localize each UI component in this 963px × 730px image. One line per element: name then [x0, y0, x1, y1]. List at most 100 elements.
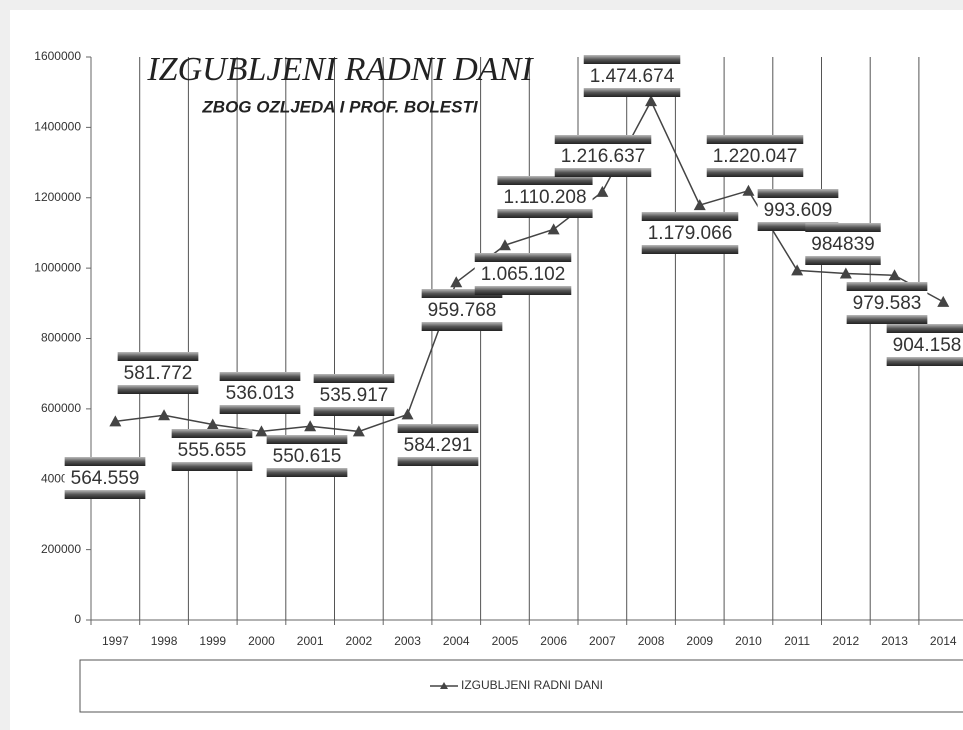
data-label: 1.179.066	[648, 223, 733, 244]
data-label-bar	[757, 189, 839, 198]
data-label: 1.220.047	[713, 146, 798, 167]
data-label-bar	[397, 424, 479, 433]
data-label-bar	[219, 372, 301, 381]
data-point	[304, 420, 317, 432]
data-label: 1.110.208	[503, 187, 586, 208]
data-label-bar	[583, 88, 681, 97]
data-label-box	[706, 144, 804, 168]
data-label: 535.917	[320, 385, 389, 406]
y-tick-label: 200000	[41, 542, 81, 556]
data-label-bar	[64, 490, 146, 499]
data-label: 959.768	[428, 300, 497, 321]
x-tick-label: 2007	[589, 634, 616, 648]
x-tick-label: 2009	[686, 634, 713, 648]
data-label-box	[554, 144, 652, 168]
data-label-box	[117, 361, 199, 385]
data-point	[547, 223, 560, 235]
data-point	[888, 269, 901, 281]
y-tick-label: 1600000	[34, 49, 81, 63]
data-label-bar	[421, 289, 503, 298]
data-label-box	[583, 64, 681, 88]
data-point	[206, 418, 219, 430]
data-label: 984839	[811, 234, 874, 255]
data-point	[839, 267, 852, 279]
data-label-bar	[219, 405, 301, 414]
data-point	[596, 185, 609, 197]
data-label-bar	[117, 352, 199, 361]
x-tick-label: 2008	[638, 634, 665, 648]
data-label: 581.772	[124, 363, 193, 384]
x-tick-label: 2012	[832, 634, 859, 648]
data-label-bar	[266, 435, 348, 444]
x-tick-label: 2003	[394, 634, 421, 648]
data-label-bar	[706, 168, 804, 177]
data-point	[498, 239, 511, 251]
x-tick-label: 2013	[881, 634, 908, 648]
data-point	[352, 425, 365, 437]
data-label-bar	[846, 282, 928, 291]
y-tick-label: 600000	[41, 401, 81, 415]
data-label-bar	[313, 374, 395, 383]
x-tick-label: 1998	[151, 634, 178, 648]
data-point	[791, 264, 804, 276]
legend-marker	[440, 682, 448, 689]
data-label-bar	[117, 385, 199, 394]
data-label-bar	[805, 223, 881, 232]
data-point	[693, 199, 706, 211]
y-tick-label: 800000	[41, 331, 81, 345]
data-label-bar	[641, 245, 739, 254]
x-tick-label: 2005	[492, 634, 519, 648]
data-label-box	[497, 185, 593, 209]
data-point	[109, 415, 122, 427]
data-label-box	[64, 466, 146, 490]
legend-box	[79, 659, 963, 713]
data-label-box	[171, 438, 253, 462]
data-label-bar	[497, 209, 593, 218]
data-label-bar	[886, 357, 963, 366]
data-label-bar	[171, 462, 253, 471]
data-point	[937, 295, 950, 307]
data-label-bar	[886, 324, 963, 333]
data-label: 1.216.637	[561, 146, 646, 167]
data-point	[742, 184, 755, 196]
data-label-box	[641, 221, 739, 245]
data-label-box	[846, 291, 928, 315]
chart-subtitle: ZBOG OZLJEDA I PROF. BOLESTI	[201, 97, 478, 116]
data-label-bar	[266, 468, 348, 477]
x-tick-label: 2006	[540, 634, 567, 648]
data-label: 536.013	[226, 383, 295, 404]
chart-title: IZGUBLJENI RADNI DANI	[146, 51, 534, 88]
data-label-bar	[474, 286, 572, 295]
data-label-bar	[397, 457, 479, 466]
data-label: 564.559	[71, 468, 140, 489]
data-point	[645, 95, 658, 107]
legend-label: IZGUBLJENI RADNI DANI	[461, 678, 603, 692]
data-label-bar	[313, 407, 395, 416]
data-label-bar	[583, 55, 681, 64]
data-point	[450, 276, 463, 288]
y-tick-label: 1400000	[34, 120, 81, 134]
data-point	[158, 409, 171, 421]
data-label: 550.615	[273, 446, 342, 467]
data-label-bar	[706, 135, 804, 144]
data-label: 584.291	[404, 435, 473, 456]
data-label-bar	[421, 322, 503, 331]
data-label-bar	[805, 256, 881, 265]
data-label-box	[805, 232, 881, 256]
x-tick-label: 2004	[443, 634, 470, 648]
data-label: 993.609	[764, 200, 833, 221]
data-label-bar	[554, 168, 652, 177]
data-label-box	[421, 298, 503, 322]
data-label-box	[266, 444, 348, 468]
data-label-box	[219, 381, 301, 405]
data-label-box	[313, 383, 395, 407]
data-label-bar	[846, 315, 928, 324]
data-label-bar	[171, 429, 253, 438]
data-label: 555.655	[178, 440, 247, 461]
x-tick-label: 2014	[930, 634, 957, 648]
x-tick-label: 2001	[297, 634, 324, 648]
data-label-bar	[474, 253, 572, 262]
data-label-bar	[497, 176, 593, 185]
